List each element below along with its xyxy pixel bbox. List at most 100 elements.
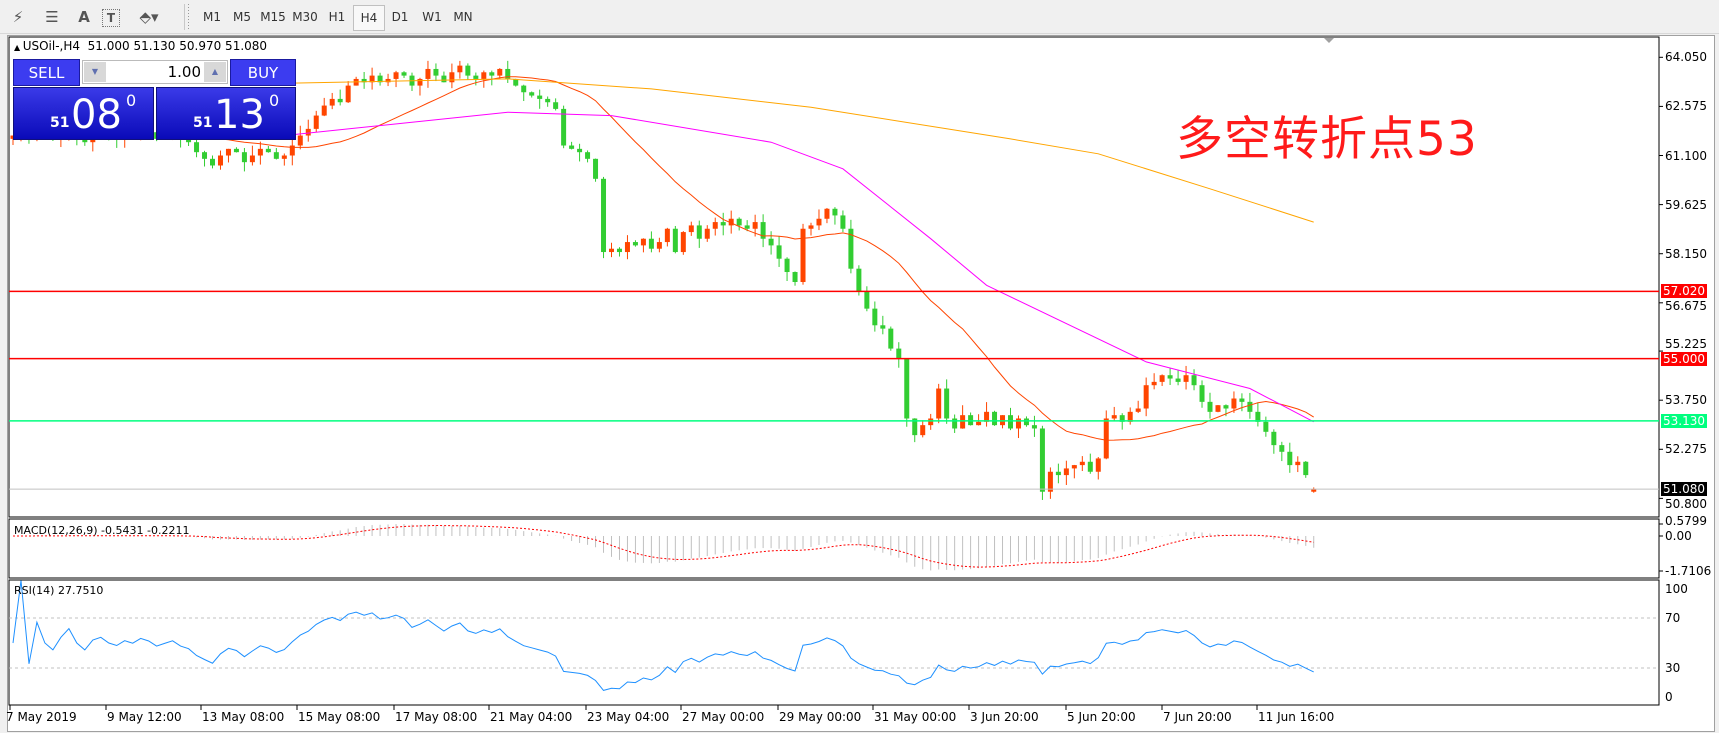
lot-size-stepper[interactable]: ▼ 1.00 ▲ — [82, 60, 228, 84]
candle-body — [513, 78, 519, 86]
candle-body — [856, 268, 862, 292]
timeframe-h4[interactable]: H4 — [353, 5, 385, 31]
candle-body — [1103, 418, 1109, 459]
rsi-axis-label: 30 — [1665, 661, 1681, 675]
candle-body — [465, 65, 471, 76]
candle-body — [624, 242, 630, 253]
text-label-icon[interactable]: T — [102, 9, 120, 27]
time-axis-label: 15 May 08:00 — [298, 710, 381, 724]
candle-body — [1015, 418, 1021, 429]
candle-body — [976, 421, 982, 426]
candle-body — [952, 418, 958, 429]
timeframe-mn[interactable]: MN — [453, 10, 473, 24]
timeframe-d1[interactable]: D1 — [391, 10, 409, 24]
candle-body — [1095, 458, 1101, 472]
candle-body — [593, 158, 599, 179]
candle-body — [848, 228, 854, 269]
rsi-pane-border — [8, 579, 1660, 706]
lot-size-input[interactable]: 1.00 — [167, 63, 201, 81]
toolbar-grip[interactable] — [188, 4, 189, 30]
candle-body — [632, 242, 638, 246]
lot-decrease-icon[interactable]: ▼ — [84, 62, 106, 82]
candle-body — [569, 145, 575, 149]
candle-body — [1271, 431, 1277, 446]
candle-body — [984, 411, 990, 422]
candle-body — [561, 108, 567, 146]
candle-body — [1151, 381, 1157, 386]
candle-body — [449, 72, 455, 83]
one-click-trading-panel: SELL ▼ 1.00 ▲ BUY 51 08 0 51 13 0 — [13, 59, 296, 140]
macd-axis-label: 0.00 — [1665, 529, 1692, 543]
price-axis-label: 53.750 — [1665, 393, 1707, 408]
candle-body — [481, 72, 487, 79]
macd-axis-label: -1.7106 — [1665, 564, 1712, 578]
candle-body — [1223, 405, 1229, 409]
timeframe-h1[interactable]: H1 — [328, 10, 346, 24]
candle-body — [186, 138, 192, 143]
arrows-icon[interactable]: ⬘▾ — [139, 8, 159, 26]
main-pane-border — [8, 36, 1660, 518]
price-axis-label: 50.800 — [1665, 497, 1707, 512]
candle-body — [1143, 385, 1149, 409]
toolbar: ⚡ ☰ A T ⬘▾ M1 M5 M15 M30 H1 H4 D1 W1 MN — [0, 0, 1719, 34]
candle-body — [601, 178, 607, 253]
timeframe-m15[interactable]: M15 — [260, 10, 286, 24]
candle-body — [704, 228, 710, 239]
candle-body — [521, 85, 527, 93]
level-price-label: 53.130 — [1661, 413, 1707, 428]
candle-body — [489, 72, 495, 76]
candle-body — [369, 75, 375, 83]
candle-body — [1063, 468, 1069, 476]
candle-body — [577, 148, 583, 153]
candle-body — [1167, 375, 1173, 379]
buy-price-pips: 13 — [214, 92, 265, 138]
fibonacci-fan-icon[interactable]: ☰ — [45, 8, 59, 26]
candle-body — [656, 242, 662, 249]
timeframe-w1[interactable]: W1 — [422, 10, 442, 24]
candle-body — [912, 418, 918, 436]
price-axis-label: 58.150 — [1665, 246, 1707, 261]
candle-body — [1279, 445, 1285, 452]
buy-price[interactable]: 51 13 0 — [156, 87, 296, 140]
candle-body — [888, 328, 894, 349]
candle-body — [210, 158, 215, 166]
macd-axis-label: 0.5799 — [1665, 514, 1707, 528]
price-axis-label: 52.275 — [1665, 442, 1707, 457]
candle-body — [928, 418, 934, 426]
candle-body — [337, 98, 343, 103]
annotation-text[interactable]: 多空转折点53 — [1176, 112, 1478, 167]
candle-body — [1079, 461, 1085, 466]
candle-body — [305, 128, 311, 136]
macd-signal-line — [13, 524, 1314, 568]
lot-increase-icon[interactable]: ▲ — [204, 62, 226, 82]
candle-body — [441, 75, 447, 83]
candle-body — [329, 98, 335, 106]
ma-mid-line — [252, 111, 1314, 423]
candle-body — [1111, 415, 1117, 419]
time-axis-label: 13 May 08:00 — [202, 710, 285, 724]
collapse-triangle-icon[interactable]: ▲ — [14, 43, 23, 52]
candle-body — [217, 155, 223, 166]
level-price-label: 57.020 — [1661, 284, 1707, 299]
text-icon[interactable]: A — [78, 8, 90, 26]
timeframe-m1[interactable]: M1 — [203, 10, 221, 24]
candle-body — [616, 248, 622, 253]
candle-body — [281, 155, 287, 159]
sell-button[interactable]: SELL — [13, 59, 80, 86]
candle-body — [1119, 415, 1125, 422]
timeframe-m5[interactable]: M5 — [233, 10, 251, 24]
elliott-wave-icon[interactable]: ⚡ — [12, 8, 24, 26]
candle-body — [744, 225, 750, 229]
symbol-ohlc: USOil-,H4 51.000 51.130 50.970 51.080 — [22, 39, 268, 53]
sell-price[interactable]: 51 08 0 — [13, 87, 154, 140]
buy-button[interactable]: BUY — [230, 59, 296, 86]
candle-body — [992, 411, 998, 426]
candle-body — [1023, 418, 1029, 426]
price-axis-label: 62.575 — [1665, 99, 1707, 114]
timeframe-m30[interactable]: M30 — [292, 10, 318, 24]
candle-body — [265, 148, 271, 153]
time-axis-label: 29 May 00:00 — [779, 710, 862, 724]
candle-body — [1071, 465, 1077, 469]
candle-body — [393, 72, 399, 79]
